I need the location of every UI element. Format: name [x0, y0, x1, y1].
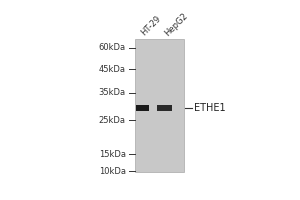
Text: 45kDa: 45kDa — [99, 65, 126, 74]
Bar — [136, 105, 148, 111]
Text: HepG2: HepG2 — [163, 11, 189, 38]
Text: 25kDa: 25kDa — [99, 116, 126, 125]
Bar — [135, 39, 184, 172]
Bar — [157, 105, 172, 111]
Text: 60kDa: 60kDa — [99, 43, 126, 52]
Text: 15kDa: 15kDa — [99, 150, 126, 159]
Text: HT-29: HT-29 — [139, 14, 163, 38]
Text: 35kDa: 35kDa — [99, 88, 126, 97]
Text: 10kDa: 10kDa — [99, 167, 126, 176]
Text: ETHE1: ETHE1 — [194, 103, 226, 113]
